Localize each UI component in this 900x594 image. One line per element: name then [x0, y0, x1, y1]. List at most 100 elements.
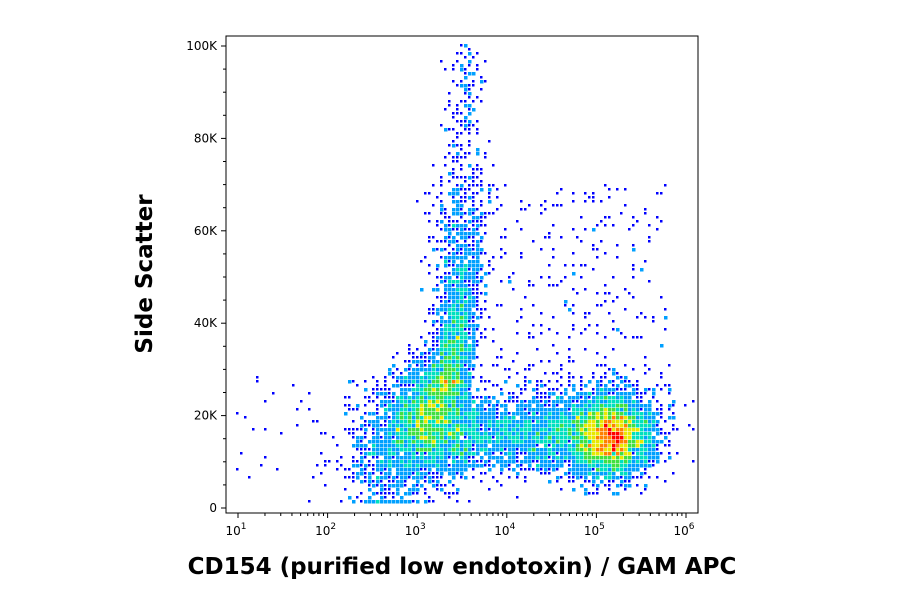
data-point — [400, 396, 404, 400]
data-point — [608, 416, 612, 420]
data-point — [448, 292, 452, 296]
data-point — [552, 344, 555, 347]
data-point — [644, 260, 647, 263]
data-point — [356, 496, 359, 499]
data-point — [460, 340, 464, 344]
data-point — [488, 260, 491, 263]
data-point — [456, 288, 460, 292]
data-point — [416, 412, 420, 416]
data-point — [592, 244, 595, 247]
data-point — [468, 464, 472, 468]
data-point — [604, 412, 608, 416]
data-point — [440, 352, 444, 356]
data-point — [448, 472, 452, 476]
data-point — [568, 456, 572, 460]
data-point — [380, 468, 384, 472]
data-point — [644, 436, 648, 440]
data-point — [544, 200, 547, 203]
data-point — [428, 416, 432, 420]
data-point — [608, 420, 612, 424]
data-point — [452, 300, 456, 304]
data-point — [660, 416, 663, 419]
data-point — [548, 400, 551, 403]
data-point — [520, 316, 523, 319]
data-point — [608, 392, 611, 395]
data-point — [424, 424, 428, 428]
data-point — [548, 412, 552, 416]
data-point — [592, 440, 596, 444]
data-point — [548, 424, 552, 428]
data-point — [600, 364, 603, 367]
data-point — [604, 384, 608, 388]
data-point — [668, 456, 672, 460]
data-point — [460, 356, 464, 360]
data-point — [456, 344, 460, 348]
data-point — [496, 404, 499, 407]
data-point — [488, 316, 491, 319]
data-point — [520, 200, 523, 203]
data-point — [664, 444, 667, 447]
data-point — [444, 432, 448, 436]
data-point — [628, 468, 632, 472]
data-point — [456, 244, 460, 248]
data-point — [464, 316, 468, 320]
data-point — [508, 416, 512, 420]
data-point — [572, 456, 576, 460]
data-point — [480, 292, 483, 295]
data-point — [420, 428, 424, 432]
data-point — [440, 320, 444, 324]
data-point — [472, 108, 476, 112]
data-point — [584, 452, 588, 456]
data-point — [560, 420, 564, 424]
data-point — [424, 464, 428, 468]
data-point — [532, 364, 535, 367]
data-point — [580, 404, 584, 408]
data-point — [456, 320, 460, 324]
data-point — [368, 480, 372, 484]
data-point — [608, 488, 611, 491]
data-point — [412, 456, 416, 460]
data-point — [428, 272, 431, 275]
data-point — [460, 296, 464, 300]
data-point — [480, 332, 483, 335]
data-point — [548, 456, 551, 459]
data-point — [416, 448, 420, 452]
data-point — [428, 500, 431, 503]
data-point — [408, 436, 412, 440]
data-point — [472, 72, 476, 76]
data-point — [492, 340, 495, 343]
data-point — [576, 432, 580, 436]
data-point — [632, 244, 635, 247]
data-point — [436, 388, 440, 392]
data-point — [528, 380, 532, 384]
data-point — [388, 440, 392, 444]
data-point — [364, 428, 368, 432]
data-point — [476, 120, 479, 123]
data-point — [432, 368, 436, 372]
data-point — [456, 348, 460, 352]
data-point — [264, 428, 267, 431]
data-point — [624, 376, 628, 380]
data-point — [460, 148, 463, 151]
data-point — [556, 408, 560, 412]
data-point — [472, 276, 476, 280]
data-point — [460, 408, 464, 412]
data-point — [392, 496, 395, 499]
data-point — [620, 212, 623, 215]
density-dots — [236, 44, 695, 504]
data-point — [424, 384, 428, 388]
data-point — [460, 304, 464, 308]
data-point — [420, 408, 424, 412]
data-point — [392, 452, 396, 456]
data-point — [476, 424, 480, 428]
data-point — [636, 464, 640, 468]
data-point — [464, 340, 468, 344]
data-point — [444, 212, 447, 215]
data-point — [612, 320, 615, 323]
data-point — [560, 488, 563, 491]
data-point — [552, 460, 555, 463]
data-point — [452, 312, 456, 316]
data-point — [476, 168, 479, 171]
data-point — [520, 400, 524, 404]
data-point — [520, 308, 523, 311]
